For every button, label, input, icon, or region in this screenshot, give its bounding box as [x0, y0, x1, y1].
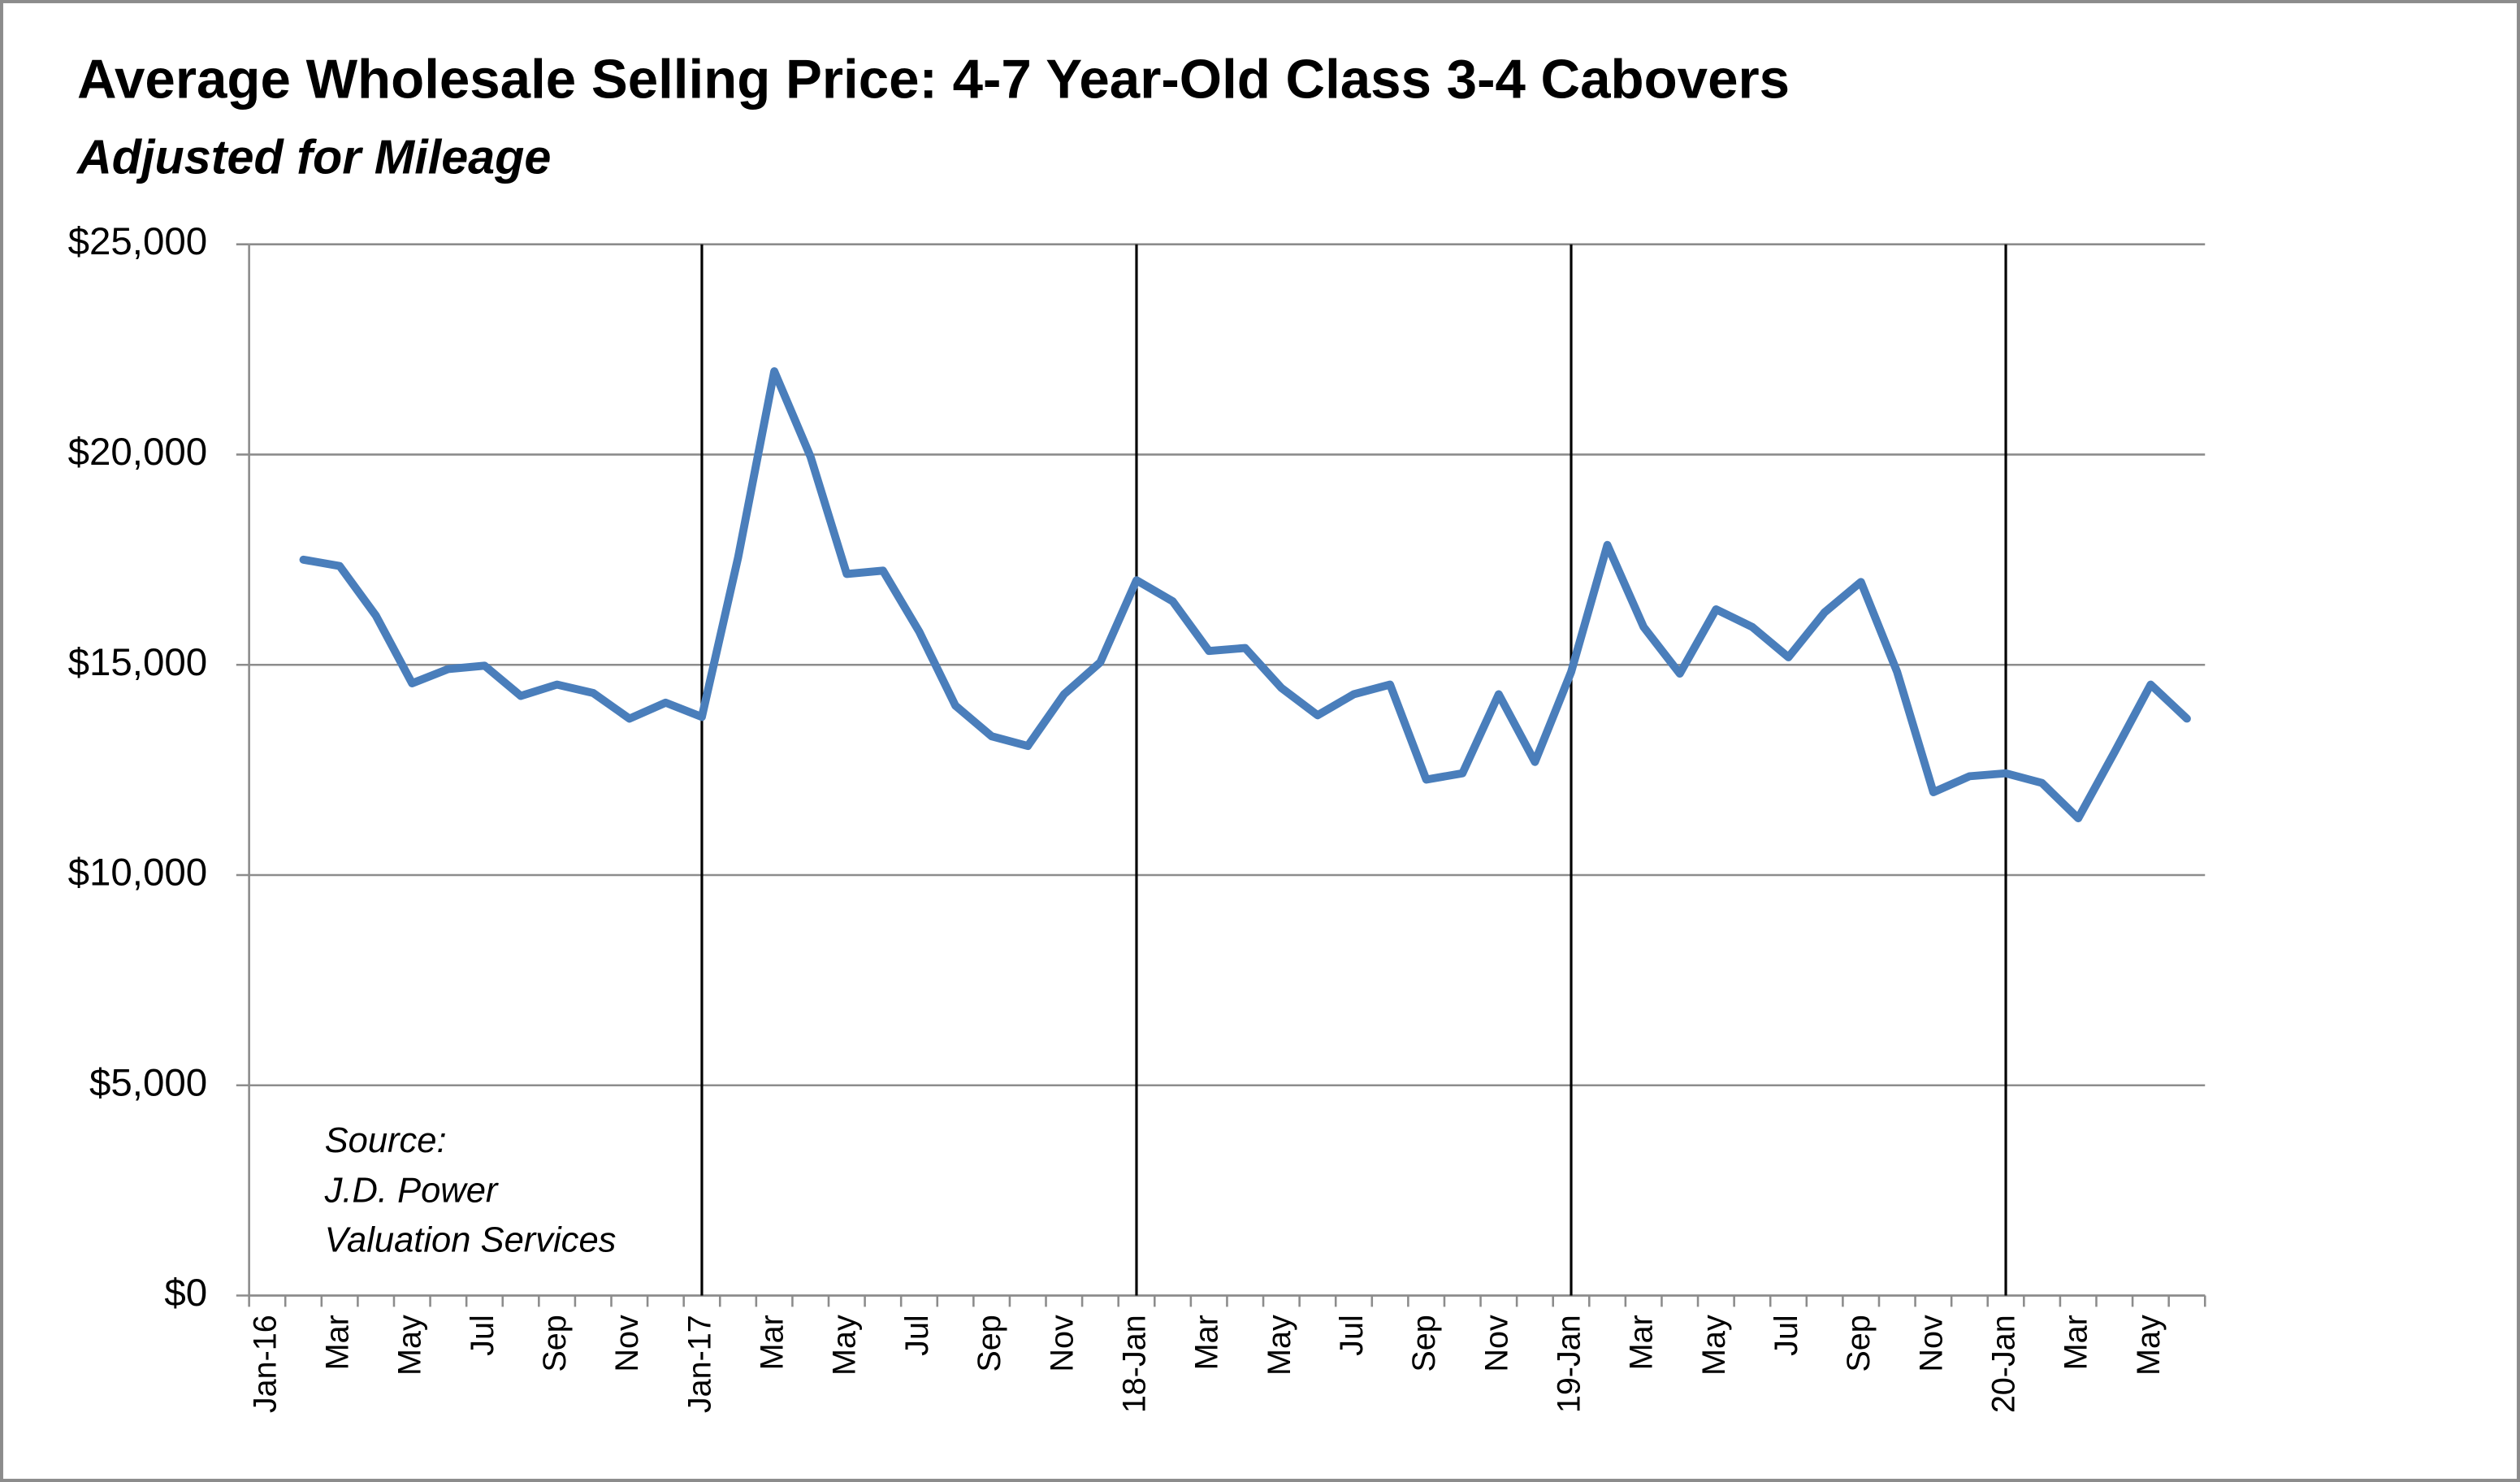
- source-note: Source:: [325, 1121, 447, 1160]
- x-tick-label: Mar: [755, 1315, 790, 1370]
- y-tick-label: $15,000: [68, 641, 208, 684]
- x-tick-label: Jul: [899, 1315, 935, 1356]
- x-tick-label: Mar: [320, 1315, 356, 1370]
- x-tick-label: Jul: [1334, 1315, 1370, 1356]
- x-tick-label: Mar: [1624, 1315, 1660, 1370]
- chart-title: Average Wholesale Selling Price: 4-7 Yea…: [77, 50, 1790, 110]
- source-note: Valuation Services: [325, 1221, 617, 1260]
- x-tick-label: Mar: [1189, 1315, 1225, 1370]
- y-tick-label: $25,000: [68, 220, 208, 263]
- x-tick-label: Jul: [1769, 1315, 1804, 1356]
- x-tick-label: May: [392, 1315, 428, 1376]
- x-tick-label: Jan-16: [247, 1315, 283, 1413]
- data-line: [299, 367, 2191, 823]
- x-tick-label: Sep: [1841, 1315, 1877, 1372]
- y-tick-label: $0: [164, 1272, 207, 1315]
- x-tick-label: Nov: [1479, 1315, 1514, 1372]
- source-note: J.D. Power: [324, 1171, 499, 1210]
- x-tick-label: Nov: [1913, 1315, 1949, 1372]
- y-tick-label: $20,000: [68, 431, 208, 474]
- x-tick-label: Jan-17: [682, 1315, 717, 1413]
- x-tick-label: May: [1696, 1315, 1732, 1376]
- x-tick-label: 19-Jan: [1551, 1315, 1587, 1413]
- chart-subtitle: Adjusted for Mileage: [76, 130, 551, 184]
- x-tick-label: May: [1262, 1315, 1297, 1376]
- x-tick-label: Sep: [972, 1315, 1007, 1372]
- x-tick-label: 20-Jan: [1985, 1315, 2021, 1413]
- x-tick-label: May: [2131, 1315, 2167, 1376]
- x-tick-label: 18-Jan: [1116, 1315, 1152, 1413]
- x-tick-label: Mar: [2059, 1315, 2094, 1370]
- x-tick-label: Jul: [465, 1315, 500, 1356]
- y-tick-label: $5,000: [89, 1061, 207, 1104]
- x-tick-label: May: [827, 1315, 863, 1376]
- x-tick-label: Nov: [1044, 1315, 1080, 1372]
- x-tick-label: Sep: [1406, 1315, 1442, 1372]
- x-tick-label: Sep: [537, 1315, 573, 1372]
- x-tick-label: Nov: [609, 1315, 645, 1372]
- y-tick-label: $10,000: [68, 852, 208, 895]
